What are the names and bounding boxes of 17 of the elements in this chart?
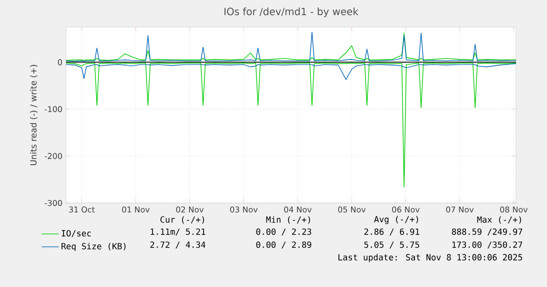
legend-label: Req Size (KB): [62, 242, 126, 252]
text: 2.72 / 4.34: [150, 241, 206, 249]
text: Last update: Sat Nov 8 13:00:06 2025: [338, 254, 522, 262]
text: 2.86 / 6.91: [364, 228, 420, 236]
text: 0.00 / 2.23: [256, 228, 312, 236]
legend-label: IO/sec: [62, 230, 91, 238]
text: Min (-/+): [266, 216, 310, 224]
text: 5.05 / 5.75: [364, 241, 420, 249]
text: 888.59 /249.97: [452, 228, 522, 236]
text: 0.00 / 2.89: [256, 241, 312, 249]
text: 173.00 /350.27: [452, 241, 522, 249]
text: 1.11m/ 5.21: [150, 228, 206, 236]
text: Cur (-/+): [160, 216, 204, 224]
chart-title: IOs for /dev/md1 - by week: [224, 8, 358, 18]
y-axis-title: Units read (-) / write (+): [30, 64, 38, 166]
text: Avg (-/+): [374, 216, 418, 224]
text: Max (-/+): [477, 216, 522, 224]
